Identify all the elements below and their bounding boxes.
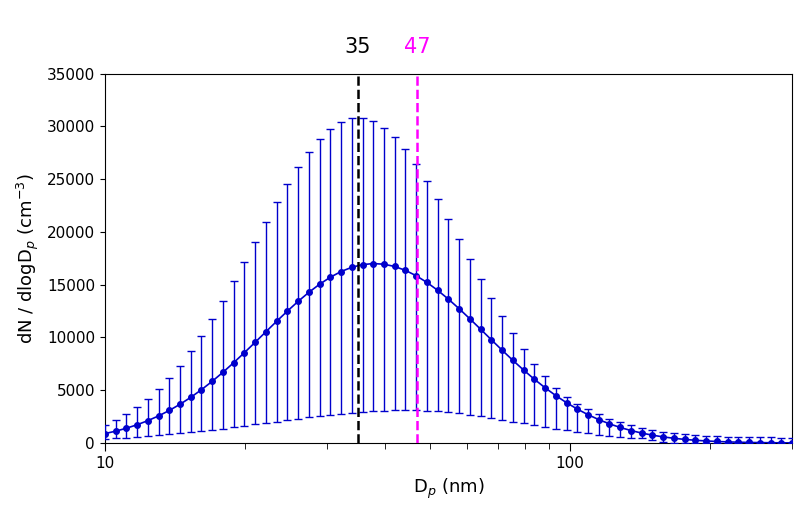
Y-axis label: dN / dlogD$_p$ (cm$^{-3}$): dN / dlogD$_p$ (cm$^{-3}$): [15, 173, 41, 344]
X-axis label: D$_p$ (nm): D$_p$ (nm): [412, 477, 484, 501]
Text: 47: 47: [404, 37, 431, 57]
Text: 35: 35: [345, 37, 371, 57]
